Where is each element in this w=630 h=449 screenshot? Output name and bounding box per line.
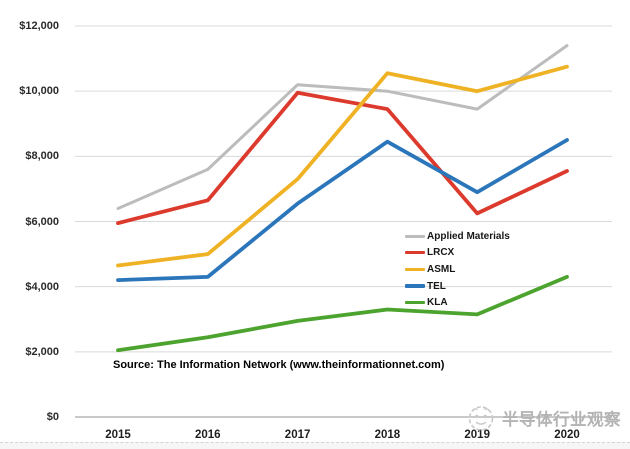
watermark-text: 半导体行业观察	[502, 411, 621, 429]
legend-item-lrcx: LRCX	[405, 245, 510, 262]
x-axis-tick-label: 2016	[195, 429, 221, 441]
y-axis-tick-label: $8,000	[25, 150, 59, 163]
legend-marker-applied-materials	[405, 234, 425, 238]
legend-marker-asml	[405, 267, 425, 272]
series-line-tel	[116, 138, 569, 283]
watermark-panda-logo-icon	[468, 406, 494, 431]
legend-item-kla: KLA	[405, 294, 510, 311]
x-axis-tick-label: 2020	[554, 429, 580, 441]
gridlines	[75, 25, 612, 418]
legend-item-asml: ASML	[405, 261, 510, 278]
bottom-border-divider	[0, 442, 630, 449]
series-line-applied-materials	[116, 44, 569, 210]
legend-marker-lrcx	[405, 251, 425, 255]
x-axis-tick-label: 2017	[284, 429, 311, 441]
watermark: 半导体行业观察	[466, 403, 621, 433]
series-line-lrcx	[116, 90, 569, 226]
legend-item-applied-materials: Applied Materials	[405, 228, 510, 245]
legend-marker-kla	[405, 301, 425, 305]
series-line-kla	[116, 274, 569, 353]
x-axis-tick-label: 2019	[464, 429, 490, 441]
chart-legend: Applied Materials LRCX ASML TEL KLA	[405, 228, 510, 311]
legend-label: ASML	[427, 263, 456, 275]
legend-label: KLA	[427, 297, 448, 309]
y-axis-tick-label: $6,000	[25, 215, 59, 228]
legend-label: Applied Materials	[427, 230, 510, 242]
legend-item-tel: TEL	[405, 278, 510, 295]
source-note: Source: The Information Network (www.the…	[113, 359, 445, 371]
y-axis-tick-label: $2,000	[25, 345, 59, 358]
y-axis-tick-label: $4,000	[25, 280, 59, 293]
legend-label: TEL	[427, 280, 446, 292]
y-axis-tick-label: $12,000	[19, 20, 59, 32]
x-axis-tick-label: 2015	[105, 429, 131, 441]
series-line-asml	[116, 64, 569, 268]
legend-label: LRCX	[427, 247, 455, 259]
y-axis-tick-label: $10,000	[19, 85, 59, 98]
x-axis-tick-label: 2018	[374, 429, 401, 441]
legend-marker-tel	[405, 284, 425, 288]
y-axis-tick-label: $0	[46, 411, 59, 423]
